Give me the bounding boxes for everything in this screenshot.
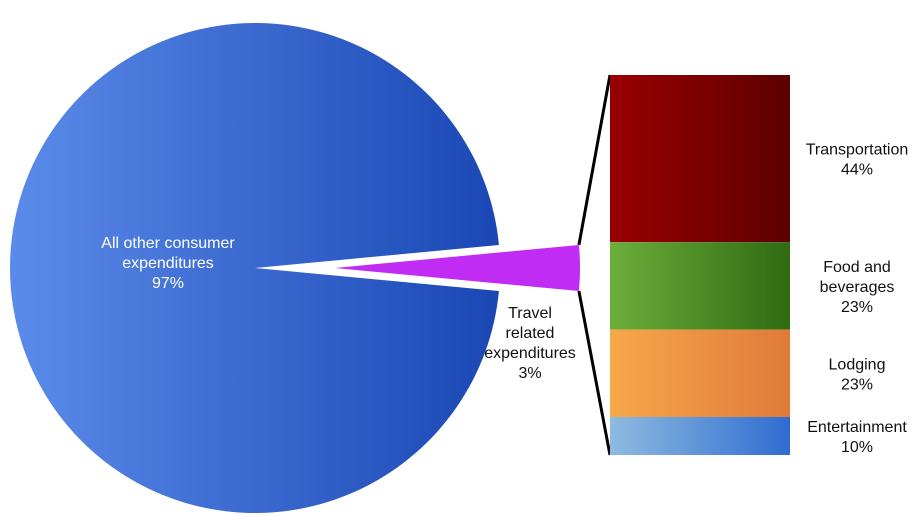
bar-label-entertainment: Entertainment 10% [807,419,907,456]
pie-slice-travel-related-expenditures [335,244,580,292]
breakdown-bar-group [610,75,790,455]
pie-label-travel-related-expenditures: Travel related expenditures 3% [484,305,576,382]
pie-slice-all-other-consumer-expenditures [9,23,499,514]
connector-lines [577,74,612,456]
bar-segment-food-and-beverages [610,242,790,330]
label-group: All other consumer expenditures 97% Travel r… [101,142,908,456]
bar-segment-transportation [610,75,790,243]
pie-group [9,23,580,514]
connector-line-top [577,74,612,246]
bar-label-transportation: Transportation 44% [806,142,909,179]
pie-label-all-other-consumer-expenditures: All other consumer expenditures 97% [101,235,235,292]
bar-segment-lodging [610,329,790,417]
bar-label-food-and-beverages: Food and beverages 23% [820,259,895,316]
bar-segment-entertainment [610,417,790,455]
bar-label-lodging: Lodging 23% [829,356,886,393]
connector-line-bottom [577,290,612,456]
